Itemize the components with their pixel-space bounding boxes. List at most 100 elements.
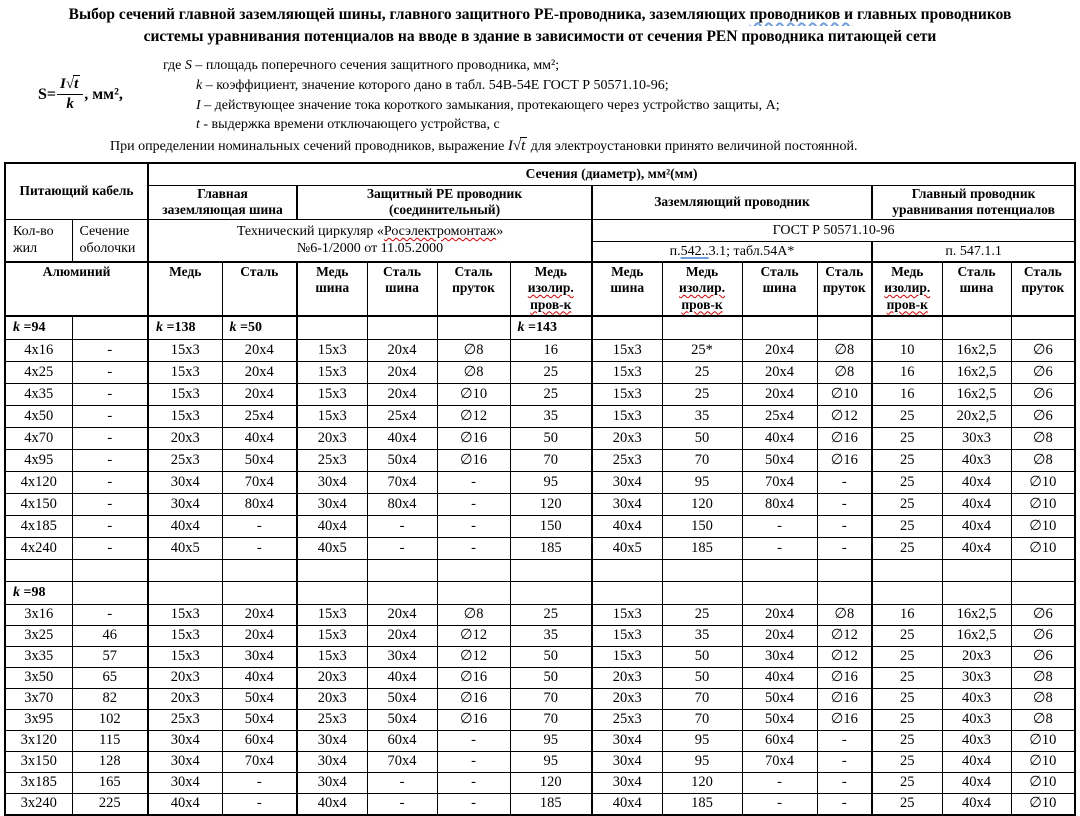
table-cell: 50x4: [221, 687, 298, 710]
table-cell: 40x4: [941, 771, 1012, 794]
table-cell: 115: [71, 729, 149, 752]
table-cell: 70x4: [741, 750, 818, 773]
formula-denominator: k: [57, 95, 83, 113]
table-cell: [221, 558, 298, 582]
table-cell: 40x3: [941, 687, 1012, 710]
header-text: Алюминий: [42, 263, 111, 279]
table-cell: 15x3: [591, 382, 663, 406]
table-cell: 15x3: [296, 360, 368, 384]
table-cell: 20x4: [221, 382, 298, 406]
table-cell: ∅8: [436, 603, 511, 626]
table-cell: 40x4: [941, 750, 1012, 773]
table-cell: -: [366, 514, 438, 538]
table-cell: -: [366, 792, 438, 816]
table-cell: 3x95: [4, 708, 73, 731]
table-cell: ∅16: [436, 708, 511, 731]
table-cell: 30x4: [296, 729, 368, 752]
header-text: Сечение: [79, 224, 130, 240]
table-cell: 50x4: [741, 708, 818, 731]
table-cell: ∅10: [1010, 792, 1076, 816]
title-line-1: Выбор сечений главной заземляющей шины, …: [0, 4, 1080, 26]
table-cell: 20x4: [741, 338, 818, 362]
header-text: Кол-во: [13, 224, 54, 240]
table-cell: ∅16: [816, 687, 873, 710]
table-cell: 20x4: [366, 338, 438, 362]
var-I: I: [507, 137, 513, 154]
table-cell: [296, 314, 368, 340]
column-header: Медь изолир. пров-к: [661, 260, 743, 317]
header-text: »: [496, 224, 504, 240]
header-text: Медь: [534, 263, 567, 279]
table-cell: ∅12: [816, 624, 873, 647]
k-coefficient-row: k =94 k =138 k =50 k =143: [4, 314, 1076, 340]
table-cell: 80x4: [741, 492, 818, 516]
table-cell: 15x3: [296, 404, 368, 428]
header-spellcheck-word: изолир.: [884, 280, 931, 296]
table-cell: 50: [509, 645, 593, 668]
var-t: t: [73, 75, 81, 93]
table-cell: -: [221, 514, 298, 538]
table-cell: k =94: [4, 314, 73, 340]
table-cell: 25: [871, 708, 943, 731]
definition-line: k – коэффициент, значение которого дано …: [196, 77, 669, 93]
table-cell: ∅16: [436, 448, 511, 472]
table-cell: 40x4: [941, 470, 1012, 494]
column-header: Алюминий: [4, 260, 149, 317]
table-cell: 57: [71, 645, 149, 668]
table-cell: -: [71, 360, 149, 384]
header-text: Медь: [316, 263, 349, 279]
table-cell: [591, 558, 663, 582]
table-cell: 60x4: [741, 729, 818, 752]
table-cell: 40x4: [366, 426, 438, 450]
header-text: Сталь: [825, 263, 864, 279]
header-text: шина: [385, 280, 419, 296]
table-cell: ∅10: [436, 382, 511, 406]
table-cell: 185: [509, 536, 593, 560]
table-cell: -: [741, 792, 818, 816]
table-cell: 15x3: [591, 645, 663, 668]
table-cell: -: [816, 771, 873, 794]
table-cell: 70x4: [221, 750, 298, 773]
table-cell: 25: [661, 382, 743, 406]
table-cell: ∅12: [436, 404, 511, 428]
table-cell: 40x3: [941, 448, 1012, 472]
table-cell: 15x3: [591, 624, 663, 647]
var-I: I: [60, 76, 66, 93]
table-cell: [221, 580, 298, 605]
table-cell: -: [71, 492, 149, 516]
table-cell: 40x4: [941, 492, 1012, 516]
table-cell: [509, 558, 593, 582]
table-cell: 16x2,5: [941, 338, 1012, 362]
table-cell: 20x4: [741, 624, 818, 647]
header-spellcheck-word: Росэлектромонтаж: [383, 224, 497, 240]
header-text: пруток: [452, 280, 495, 296]
table-cell: [591, 314, 663, 340]
table-cell: 30x4: [591, 750, 663, 773]
table-cell: 40x3: [941, 729, 1012, 752]
table-cell: 50x4: [221, 448, 298, 472]
table-cell: 30x4: [147, 492, 223, 516]
table-cell: ∅12: [816, 645, 873, 668]
header-spellcheck-word: пров-к: [530, 296, 572, 312]
header-text: шина: [762, 280, 797, 296]
table-cell: 4x150: [4, 492, 73, 516]
table-cell: 15x3: [591, 603, 663, 626]
table-cell: 70: [661, 708, 743, 731]
document-page: Выбор сечений главной заземляющей шины, …: [0, 4, 1080, 816]
table-row: 4x95-25x3 50x4 25x3 50x4 ∅16 70 25x3 70 50x4 ∅16 2…: [4, 448, 1076, 472]
table-cell: 40x4: [221, 426, 298, 450]
table-cell: 225: [71, 792, 149, 816]
table-cell: 50x4: [741, 448, 818, 472]
table-cell: 40x5: [147, 536, 223, 560]
table-cell: 4x35: [4, 382, 73, 406]
table-cell: -: [71, 470, 149, 494]
variable-symbol: k: [13, 584, 20, 600]
table-cell: ∅6: [1010, 338, 1076, 362]
table-cell: [147, 580, 223, 605]
table-cell: [661, 580, 743, 605]
table-cell: [661, 314, 743, 340]
table-cell: 20x3: [591, 666, 663, 689]
table-cell: -: [436, 792, 511, 816]
table-cell: -: [436, 514, 511, 538]
table-cell: 3x35: [4, 645, 73, 668]
